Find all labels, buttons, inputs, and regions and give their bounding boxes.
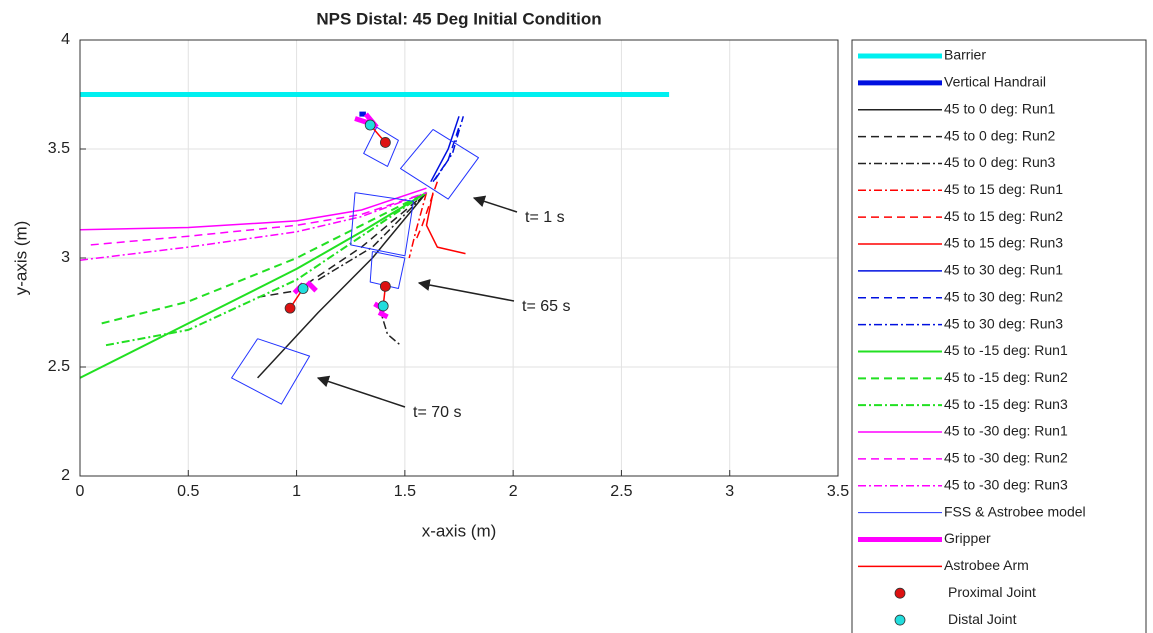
legend-label: 45 to 30 deg: Run3	[944, 315, 1063, 331]
legend-label: FSS & Astrobee model	[944, 503, 1086, 519]
series-line	[425, 192, 466, 255]
legend-label: 45 to 15 deg: Run1	[944, 181, 1063, 197]
x-tick-label: 2	[509, 483, 518, 500]
x-tick-label: 2.5	[610, 483, 632, 500]
x-tick-label: 0.5	[177, 483, 199, 500]
legend-label: Astrobee Arm	[944, 557, 1029, 573]
series-line	[317, 192, 428, 346]
legend-swatch	[894, 614, 906, 626]
y-tick-label: 2	[61, 467, 70, 484]
series-line	[257, 192, 427, 298]
annotation-text: t= 1 s	[525, 209, 565, 226]
legend-label: 45 to -15 deg: Run1	[944, 342, 1068, 358]
legend-label: 45 to 15 deg: Run3	[944, 235, 1063, 251]
legend-label: 45 to 30 deg: Run1	[944, 262, 1063, 278]
joint-marker	[377, 300, 389, 312]
legend-label: 45 to -30 deg: Run2	[944, 450, 1068, 466]
legend	[851, 39, 1147, 633]
x-tick-label: 3	[725, 483, 734, 500]
joint-marker	[379, 137, 391, 148]
legend-label: 45 to 30 deg: Run2	[944, 288, 1063, 304]
series-line	[101, 191, 427, 325]
x-tick-label: 3.5	[827, 483, 849, 500]
annotations: t= 1 s t= 65 s t= 70 s	[316, 195, 570, 421]
series-line	[430, 116, 460, 183]
y-tick-label: 3.5	[48, 140, 70, 157]
series-line	[105, 191, 428, 347]
joint-marker	[297, 283, 309, 294]
x-tick-label: 1	[292, 483, 301, 500]
series-line	[257, 192, 428, 379]
legend-label: Proximal Joint	[948, 584, 1036, 600]
chart-title: NPS Distal: 45 Deg Initial Condition	[316, 9, 601, 28]
annotation-arrow	[417, 279, 515, 302]
legend-label: Barrier	[944, 47, 986, 63]
legend-label: Gripper	[944, 530, 991, 546]
y-axis-label: y-axis (m)	[11, 221, 30, 296]
y-tick-label: 3	[61, 249, 70, 266]
legend-label: 45 to 0 deg: Run1	[944, 100, 1056, 116]
legend-label: 45 to 0 deg: Run3	[944, 154, 1056, 170]
series-line	[80, 187, 427, 231]
legend-entries: Barrier Vertical Handrail 45 to 0 deg: Run…	[858, 47, 1086, 627]
series-line	[80, 191, 428, 379]
y-tick-label: 4	[61, 31, 70, 48]
annotation-arrow	[472, 195, 518, 213]
joint-marker	[379, 280, 391, 292]
joint-marker	[284, 302, 296, 314]
annotation-text: t= 70 s	[413, 404, 461, 421]
x-tick-label: 0	[76, 483, 85, 500]
axes-frame	[79, 39, 839, 477]
legend-label: 45 to 15 deg: Run2	[944, 208, 1063, 224]
series-line	[80, 191, 427, 261]
legend-label: 45 to 0 deg: Run2	[944, 127, 1056, 143]
legend-label: 45 to -30 deg: Run3	[944, 476, 1068, 492]
annotation-arrow	[316, 375, 406, 408]
legend-label: 45 to -15 deg: Run3	[944, 396, 1068, 412]
x-tick-label: 1.5	[394, 483, 416, 500]
x-axis-label: x-axis (m)	[422, 521, 497, 540]
series-line	[231, 126, 479, 405]
legend-label: 45 to -30 deg: Run1	[944, 423, 1068, 439]
legend-label: Distal Joint	[948, 611, 1017, 627]
series-line	[90, 191, 427, 246]
plot	[80, 92, 670, 405]
annotation-text: t= 65 s	[522, 298, 570, 315]
joint-marker	[364, 119, 376, 131]
legend-label: Vertical Handrail	[944, 74, 1046, 90]
legend-label: 45 to -15 deg: Run2	[944, 369, 1068, 385]
legend-swatch	[894, 587, 906, 599]
y-tick-label: 2.5	[48, 358, 70, 375]
